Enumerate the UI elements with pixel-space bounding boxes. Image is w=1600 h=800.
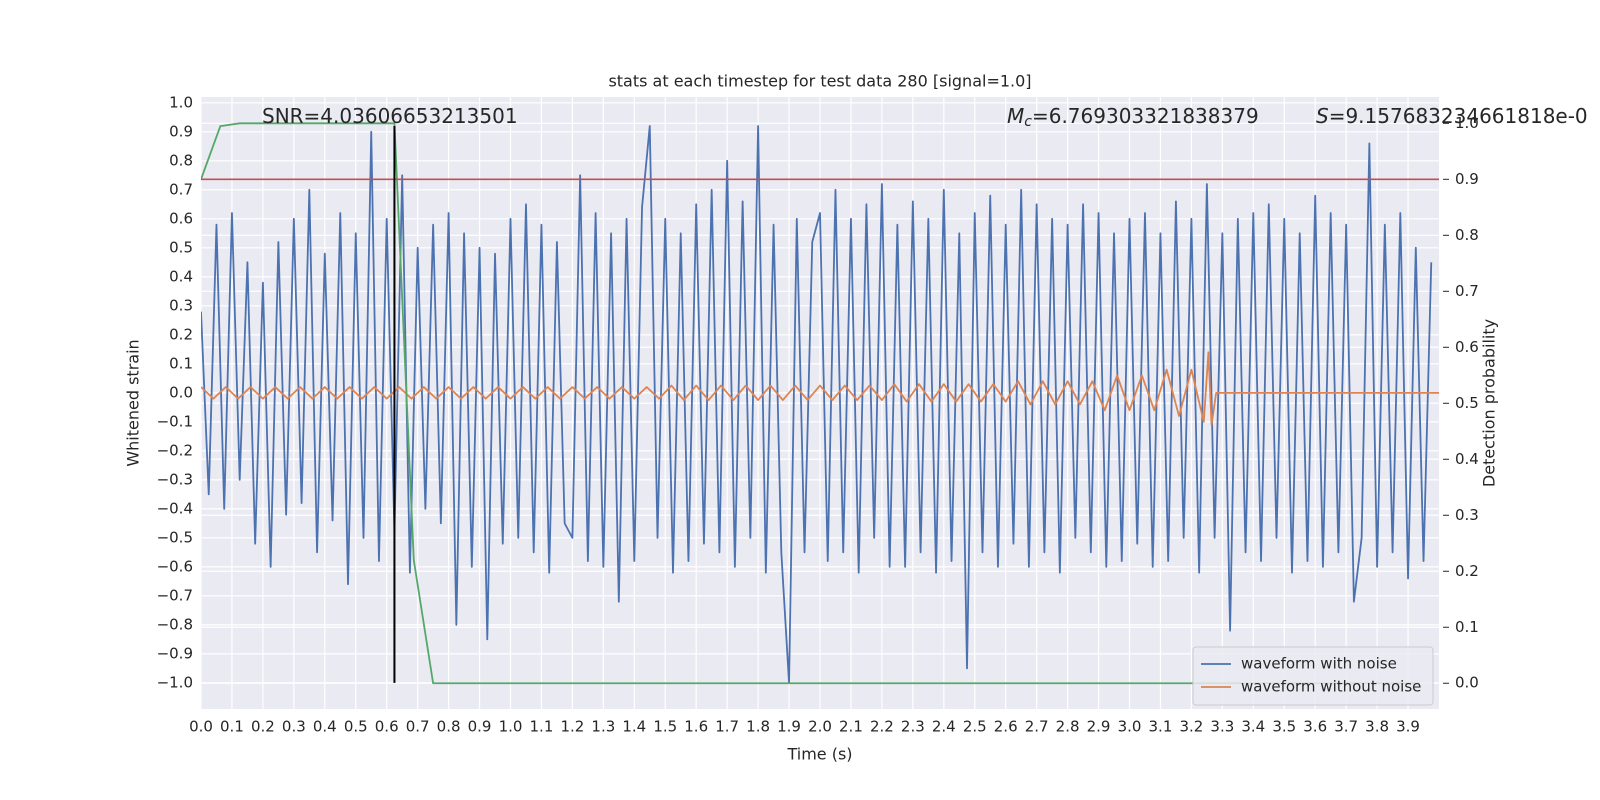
x-tick-label: 2.6	[994, 718, 1018, 736]
y2-tick-label: 0.0	[1455, 674, 1479, 692]
x-tick-label: 2.9	[1087, 718, 1111, 736]
x-tick-label: 0.7	[406, 718, 430, 736]
legend-label: waveform without noise	[1241, 678, 1421, 696]
x-tick-label: 2.7	[1025, 718, 1049, 736]
x-tick-label: 3.5	[1272, 718, 1296, 736]
x-tick-label: 0.1	[220, 718, 244, 736]
x-tick-label: 0.6	[375, 718, 399, 736]
y-tick-label: −0.3	[157, 470, 193, 488]
x-tick-label: 1.3	[591, 718, 615, 736]
x-tick-label: 1.1	[530, 718, 554, 736]
y2-tick-label: 0.9	[1455, 170, 1479, 188]
y2-tick-label: 0.5	[1455, 394, 1479, 412]
annotation-symbol: M	[1007, 104, 1024, 128]
y2-tick-label: 0.3	[1455, 506, 1479, 524]
x-tick-label: 2.3	[901, 718, 925, 736]
x-tick-label: 1.9	[777, 718, 801, 736]
y-tick-label: −1.0	[157, 673, 193, 691]
y-tick-label: 1.0	[169, 93, 193, 111]
x-tick-label: 3.7	[1334, 718, 1358, 736]
x-tick-label: 2.2	[870, 718, 894, 736]
y-tick-label: −0.9	[157, 644, 193, 662]
chart-title: stats at each timestep for test data 280…	[608, 72, 1031, 91]
x-tick-label: 0.3	[282, 718, 306, 736]
y-tick-label: −0.6	[157, 557, 193, 575]
y2-tick-label: 0.7	[1455, 282, 1479, 300]
legend-box	[1192, 646, 1434, 706]
x-tick-label: 1.4	[622, 718, 646, 736]
y-tick-label: 0.9	[169, 122, 193, 140]
x-tick-label: 3.2	[1179, 718, 1203, 736]
x-tick-label: 2.8	[1056, 718, 1080, 736]
x-tick-label: 3.1	[1149, 718, 1173, 736]
x-tick-label: 0.0	[189, 718, 213, 736]
y-tick-label: −0.7	[157, 586, 193, 604]
annotation-text: SNR=4.03606653213501	[262, 104, 518, 128]
x-tick-label: 1.7	[715, 718, 739, 736]
x-tick-label: 0.9	[468, 718, 492, 736]
x-tick-label: 3.6	[1303, 718, 1327, 736]
y-tick-label: 0.1	[169, 354, 193, 372]
y-tick-label: 0.3	[169, 296, 193, 314]
x-tick-label: 2.5	[963, 718, 987, 736]
y-tick-label: 0.4	[169, 267, 193, 285]
y-tick-label: −0.4	[157, 499, 193, 517]
y2-tick-label: 0.6	[1455, 338, 1479, 356]
y2-axis-label: Detection probability	[1480, 319, 1499, 487]
y-tick-label: 0.0	[169, 383, 193, 401]
annotation: SNR=4.03606653213501	[262, 104, 518, 128]
y-axis-label: Whitened strain	[124, 339, 143, 466]
annotation-symbol: S	[1316, 104, 1329, 128]
x-tick-label: 0.5	[344, 718, 368, 736]
y-tick-label: 0.6	[169, 209, 193, 227]
y-tick-label: −0.5	[157, 528, 193, 546]
x-tick-label: 1.2	[560, 718, 584, 736]
x-tick-label: 3.9	[1396, 718, 1420, 736]
y-tick-label: 0.8	[169, 151, 193, 169]
x-tick-label: 1.6	[684, 718, 708, 736]
y2-tick-label: 0.1	[1455, 618, 1479, 636]
x-tick-label: 0.4	[313, 718, 337, 736]
x-tick-label: 1.0	[499, 718, 523, 736]
annotation-text: =9.157683234661818e-0	[1329, 104, 1588, 128]
y2-tick-label: 0.8	[1455, 226, 1479, 244]
y-tick-label: 0.2	[169, 325, 193, 343]
y-tick-label: 0.7	[169, 180, 193, 198]
x-tick-label: 3.8	[1365, 718, 1389, 736]
y-tick-label: −0.8	[157, 615, 193, 633]
x-tick-label: 0.8	[437, 718, 461, 736]
series-line	[201, 351, 1439, 426]
y-tick-label: 0.5	[169, 238, 193, 256]
x-tick-label: 2.1	[839, 718, 863, 736]
y2-tick-label: 1.0	[1455, 114, 1479, 132]
x-tick-label: 3.3	[1210, 718, 1234, 736]
x-tick-label: 3.4	[1241, 718, 1265, 736]
x-tick-label: 1.8	[746, 718, 770, 736]
annotation-subscript: c	[1024, 114, 1032, 130]
annotation: Mc=6.769303321838379	[1007, 104, 1259, 131]
y2-tick-label: 0.4	[1455, 450, 1479, 468]
annotation: S=9.157683234661818e-0	[1316, 104, 1588, 128]
x-tick-label: 3.0	[1118, 718, 1142, 736]
x-tick-label: 2.4	[932, 718, 956, 736]
y-tick-label: −0.2	[157, 441, 193, 459]
x-tick-label: 0.2	[251, 718, 275, 736]
y2-tick-label: 0.2	[1455, 562, 1479, 580]
x-axis-label: Time (s)	[786, 745, 852, 764]
legend-label: waveform with noise	[1241, 655, 1397, 673]
y-tick-label: −0.1	[157, 412, 193, 430]
annotation-text: =6.769303321838379	[1032, 104, 1259, 128]
x-tick-label: 2.0	[808, 718, 832, 736]
x-tick-label: 1.5	[653, 718, 677, 736]
